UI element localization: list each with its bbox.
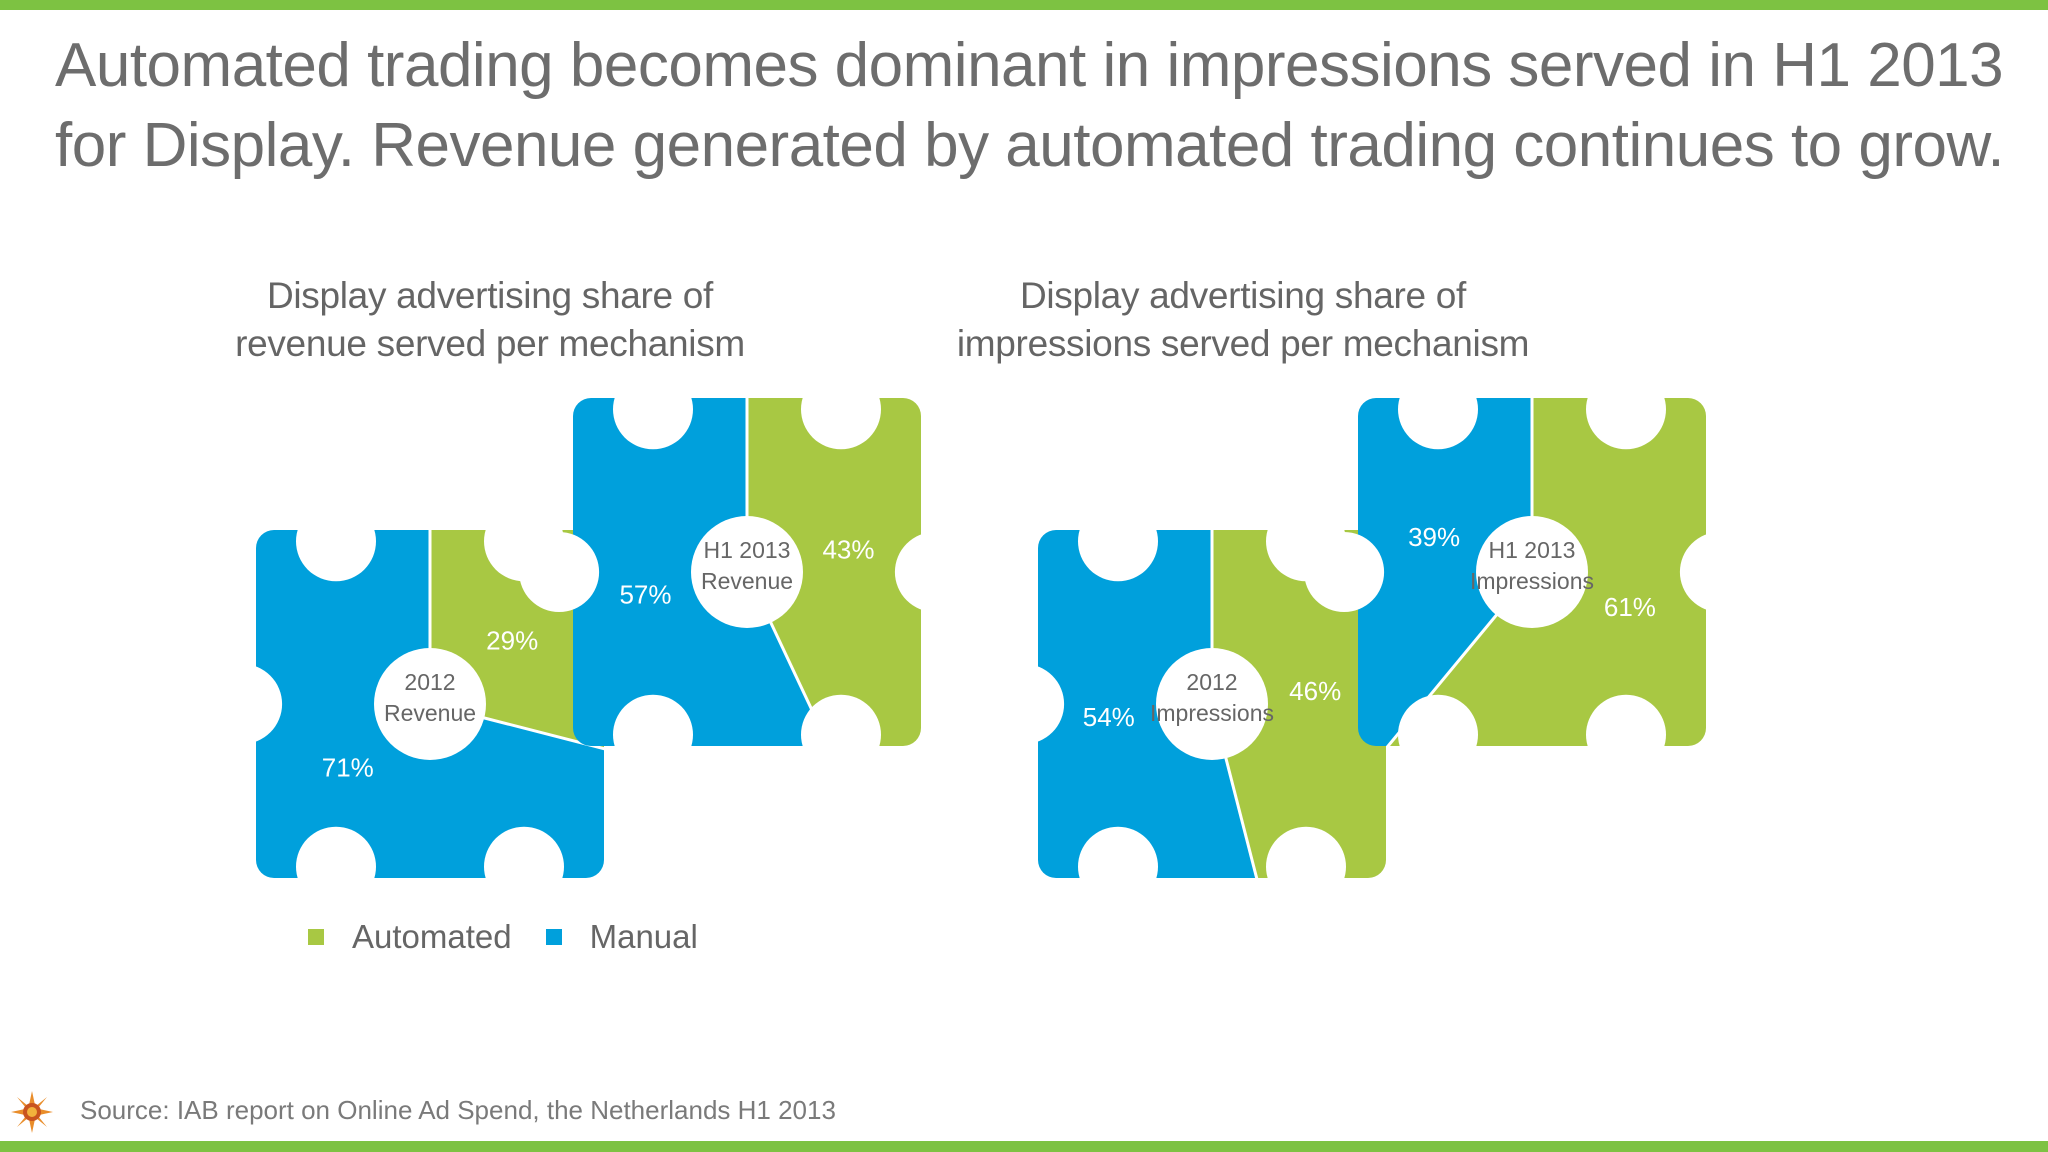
slice-label-automated-1-1: 61% [1604, 592, 1656, 622]
gear-center-label-1-0-0: 2012 [1186, 669, 1237, 695]
gear-center-label-0-1-1: Revenue [701, 568, 793, 594]
slice-label-automated-0-1: 43% [822, 534, 874, 564]
chart-title-impressions-line-1: Display advertising share of [1019, 275, 1467, 316]
gear-1-1: H1 2013 Impressions 61% 39% [1304, 369, 1760, 775]
slice-automated-1-0 [1212, 530, 1386, 878]
chart-title-revenue-line-1: Display advertising share of [266, 275, 714, 316]
legend: Automated Manual [308, 912, 732, 962]
legend-label-manual: Manual [589, 918, 698, 955]
gear-center-label-0-0-1: Revenue [384, 700, 476, 726]
page-title: Automated trading becomes dominant in im… [55, 31, 2005, 180]
top-accent-bar [0, 0, 2048, 10]
legend-swatch-manual [545, 929, 562, 945]
gear-center-label-0-0-0: 2012 [404, 669, 455, 695]
gear-center-label-0-1-0: H1 2013 [704, 537, 791, 563]
slice-automated-0-1 [747, 398, 921, 746]
slice-label-manual-0-1: 57% [619, 580, 671, 610]
gear-hub-1-0 [1156, 648, 1268, 760]
slice-manual-0-1 [573, 398, 855, 746]
chart-title-impressions: Display advertising share of impressions… [923, 272, 1563, 368]
legend-item-automated: Automated [308, 918, 512, 956]
legend-label-automated: Automated [352, 918, 512, 955]
gear-hub-1-1 [1476, 516, 1588, 628]
chart-title-revenue: Display advertising share of revenue ser… [170, 272, 810, 368]
sun-logo-icon [11, 1091, 53, 1133]
gear-0-1: H1 2013 Revenue 43% 57% [519, 369, 975, 775]
legend-item-manual: Manual [545, 918, 698, 956]
slice-label-automated-1-0: 46% [1289, 676, 1341, 706]
slice-label-manual-0-0: 71% [322, 753, 374, 783]
chart-title-revenue-line-2: revenue served per mechanism [235, 323, 745, 364]
gear-1-0: 2012 Impressions 46% 54% [984, 501, 1440, 907]
chart-title-impressions-line-2: impressions served per mechanism [956, 323, 1530, 364]
gear-hub-0-0 [374, 648, 486, 760]
slice-manual-1-0 [1038, 530, 1275, 878]
legend-swatch-automated [308, 929, 324, 945]
slice-label-automated-0-0: 29% [486, 625, 538, 655]
slice-label-manual-1-1: 39% [1408, 522, 1460, 552]
bottom-accent-bar [0, 1141, 2048, 1152]
source-note: Source: IAB report on Online Ad Spend, t… [80, 1095, 836, 1125]
gear-hub-0-1 [691, 516, 803, 628]
slice-label-manual-1-0: 54% [1083, 702, 1135, 732]
gear-center-label-1-1-0: H1 2013 [1489, 537, 1576, 563]
gear-center-label-1-1-1: Impressions [1470, 568, 1594, 594]
gear-center-label-1-0-1: Impressions [1150, 700, 1274, 726]
